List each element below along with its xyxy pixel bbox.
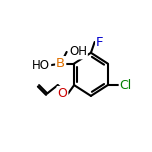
Text: B: B — [56, 57, 65, 70]
Text: F: F — [96, 36, 104, 48]
Text: Cl: Cl — [120, 79, 132, 92]
Text: O: O — [58, 87, 67, 100]
Text: HO: HO — [32, 59, 50, 72]
Text: OH: OH — [69, 45, 87, 59]
